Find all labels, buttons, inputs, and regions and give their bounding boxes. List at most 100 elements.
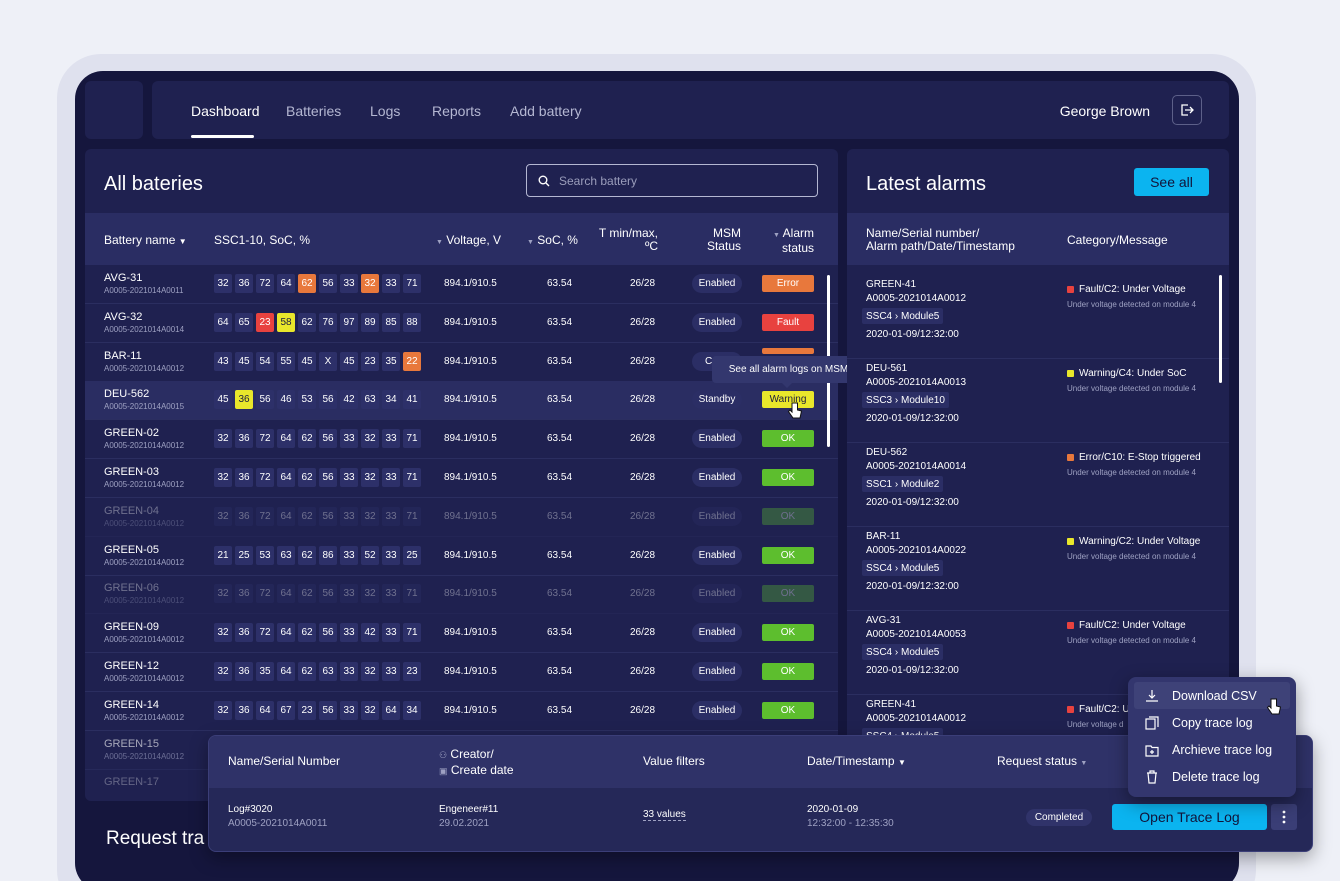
see-all-button[interactable]: See all — [1134, 168, 1209, 196]
req-status-badge: Completed — [1026, 809, 1092, 826]
open-trace-log-button[interactable]: Open Trace Log — [1112, 804, 1267, 830]
col-msm[interactable]: MSM Status — [706, 226, 741, 253]
ssc-cell: 56 — [319, 468, 337, 487]
alarm-item[interactable]: DEU-561 A0005-2021014A0013 SSC3 › Module10… — [847, 359, 1229, 443]
table-row[interactable]: AVG-32 A0005-2021014A0014 64 65 23 58 62 76 97 89… — [85, 304, 838, 343]
menu-copy-trace-log[interactable]: Copy trace log — [1134, 709, 1290, 736]
ssc-cell: 32 — [361, 468, 379, 487]
alarm-status-badge[interactable]: OK — [762, 624, 814, 642]
battery-name: GREEN-14 — [104, 698, 160, 711]
ssc-cell: 64 — [277, 274, 295, 293]
battery-name: GREEN-02 — [104, 427, 160, 440]
alarm-item[interactable]: GREEN-41 A0005-2021014A0012 SSC4 › Module5… — [847, 275, 1229, 359]
col-alarm[interactable]: ▼ Alarm status — [773, 226, 814, 255]
ssc-cell: X — [319, 351, 337, 371]
col-voltage[interactable]: ▼ Voltage, V — [436, 233, 501, 247]
ssc-cell: 32 — [361, 584, 379, 604]
req-filters[interactable]: 33 values — [643, 809, 686, 821]
tab-reports[interactable]: Reports — [432, 103, 482, 119]
request-trace-title: Request tra — [106, 828, 205, 849]
table-row[interactable]: GREEN-02 A0005-2021014A0012 32 36 72 64 62 56 33… — [85, 420, 838, 460]
alarm-timestamp: 2020-01-09/12:32:00 — [866, 581, 959, 592]
alarm-status-badge[interactable]: OK — [762, 469, 814, 486]
table-row[interactable]: GREEN-09 A0005-2021014A0012 32 36 72 64 62 56 33… — [85, 614, 838, 654]
alarm-status-badge[interactable]: Warning — [762, 391, 814, 409]
ssc-cell: 64 — [277, 623, 295, 643]
alarm-status-badge[interactable] — [762, 347, 814, 354]
alarm-status-badge[interactable]: OK — [762, 507, 814, 525]
table-row[interactable]: DEU-562 A0005-2021014A0015 45 36 56 46 53 56 42 6… — [85, 381, 838, 421]
alarms-title: Latest alarms — [866, 173, 987, 195]
table-row[interactable]: GREEN-04 A0005-2021014A0012 32 36 72 64 62 56 33… — [85, 498, 838, 537]
ssc-cell: 32 — [214, 468, 232, 487]
alarm-status-badge[interactable]: Fault — [762, 313, 814, 331]
tab-add-battery[interactable]: Add battery — [510, 103, 582, 119]
alarm-category-text: Fault/C2: U — [1079, 704, 1130, 715]
menu-delete-trace-log[interactable]: Delete trace log — [1134, 763, 1290, 790]
logout-button[interactable] — [1172, 95, 1202, 125]
ssc-cells: 21 25 53 63 62 86 33 52 33 25 — [214, 545, 421, 565]
alarm-status-badge[interactable]: OK — [762, 663, 814, 680]
user-name[interactable]: George Brown — [1059, 103, 1150, 119]
ssc-cell: 45 — [235, 351, 253, 371]
alarm-status-badge[interactable]: OK — [762, 546, 814, 564]
ssc-cell: 64 — [256, 700, 274, 720]
table-row[interactable]: AVG-31 A0005-2021014A0011 32 36 72 64 62 56 33 32… — [85, 265, 838, 304]
alarm-category: Fault/C2: U — [1067, 704, 1130, 715]
more-options-button[interactable] — [1271, 804, 1297, 830]
col-battery-name[interactable]: Battery name ▼ — [104, 233, 187, 247]
col-temp[interactable]: T min/max, ºC — [598, 226, 658, 253]
ssc-cell: 62 — [298, 468, 316, 487]
alarm-item[interactable]: AVG-31 A0005-2021014A0053 SSC4 › Module5 20… — [847, 611, 1229, 695]
table-row[interactable]: GREEN-14 A0005-2021014A0012 32 36 64 67 23 56 33… — [85, 692, 838, 731]
ssc-cell: 56 — [319, 390, 337, 410]
search-icon — [538, 175, 550, 186]
voltage-value: 894.1/910.5 — [444, 472, 497, 483]
battery-serial: A0005-2021014A0011 — [104, 286, 184, 295]
ssc-cell: 56 — [319, 506, 337, 526]
temp-value: 26/28 — [630, 666, 656, 677]
kebab-icon — [1282, 810, 1286, 824]
ssc-cell: 33 — [340, 662, 358, 681]
alarm-status-badge[interactable]: OK — [762, 430, 814, 448]
alarm-status-badge[interactable]: OK — [762, 585, 814, 603]
req-time: 12:32:00 - 12:35:30 — [807, 818, 894, 829]
ssc-cell: 62 — [298, 662, 316, 681]
voltage-value: 894.1/910.5 — [444, 549, 497, 561]
alarm-item[interactable]: BAR-11 A0005-2021014A0022 SSC4 › Module5 20… — [847, 527, 1229, 611]
alarm-message: Under voltage detected on module 4 — [1067, 300, 1196, 309]
ssc-cell: 33 — [382, 274, 400, 293]
alarms-scrollbar[interactable] — [1219, 275, 1222, 383]
menu-archive-trace-log[interactable]: Archieve trace log — [1134, 736, 1290, 763]
col-ssc[interactable]: SSC1-10, SoC, % — [214, 233, 311, 247]
search-input[interactable] — [559, 173, 789, 188]
ssc-cell: 45 — [340, 351, 358, 371]
tab-batteries[interactable]: Batteries — [286, 103, 342, 119]
table-row[interactable]: GREEN-17 — [85, 769, 838, 801]
table-row[interactable]: GREEN-05 A0005-2021014A0012 21 25 53 63 62 86 33… — [85, 537, 838, 576]
alarm-item[interactable]: DEU-562 A0005-2021014A0014 SSC1 › Module2 2… — [847, 443, 1229, 527]
msm-status-badge: Standby — [692, 390, 742, 410]
battery-serial: A0005-2021014A0012 — [104, 518, 185, 528]
battery-name: GREEN-05 — [104, 543, 160, 556]
table-row[interactable]: GREEN-06 A0005-2021014A0012 32 36 72 64 62 56 33… — [85, 575, 838, 615]
menu-download-csv[interactable]: Download CSV — [1134, 682, 1290, 709]
alarm-status-badge[interactable]: Error — [762, 275, 814, 292]
search-box[interactable] — [526, 164, 818, 197]
col-req-status[interactable]: Request status ▼ — [997, 754, 1088, 768]
logo-box[interactable] — [85, 81, 143, 139]
table-row[interactable]: GREEN-12 A0005-2021014A0012 32 36 35 64 62 63 33… — [85, 653, 838, 692]
alarm-status-badge[interactable]: OK — [762, 701, 814, 719]
trash-icon — [1147, 769, 1157, 784]
ssc-cell: 36 — [235, 584, 253, 604]
col-req-date[interactable]: Date/Timestamp ▼ — [807, 754, 906, 768]
table-row[interactable]: GREEN-03 A0005-2021014A0012 32 36 72 64 62 56 33… — [85, 459, 838, 498]
tab-logs[interactable]: Logs — [370, 103, 401, 119]
msm-status-badge: Enabled — [692, 312, 742, 332]
voltage-value: 894.1/910.5 — [444, 588, 497, 600]
voltage-value: 894.1/910.5 — [444, 433, 497, 445]
soc-value: 63.54 — [547, 278, 573, 289]
col-soc[interactable]: ▼ SoC, % — [527, 233, 578, 247]
tab-dashboard[interactable]: Dashboard — [191, 103, 260, 119]
ssc-cell: 53 — [298, 390, 316, 410]
